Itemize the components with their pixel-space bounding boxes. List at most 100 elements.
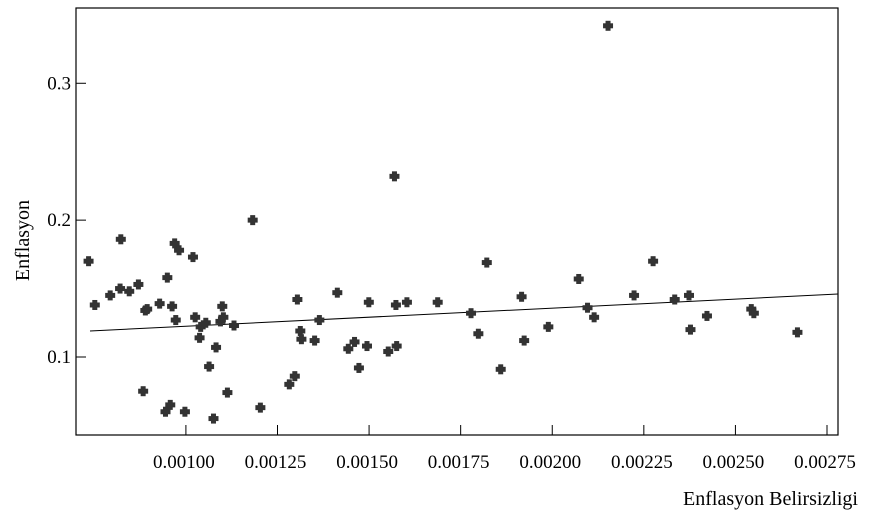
data-point-vbar bbox=[605, 20, 611, 31]
data-point bbox=[401, 297, 412, 308]
data-point-vbar bbox=[312, 335, 318, 346]
data-point-vbar bbox=[297, 325, 303, 336]
data-point-vbar bbox=[316, 315, 322, 326]
fit-line bbox=[89, 293, 839, 332]
data-point bbox=[167, 301, 178, 312]
data-point bbox=[284, 379, 295, 390]
data-point-vbar bbox=[140, 386, 146, 397]
axes bbox=[75, 7, 839, 436]
data-point bbox=[187, 252, 198, 263]
data-point-vbar bbox=[650, 256, 656, 267]
data-point bbox=[296, 334, 307, 345]
x-tick-label: 0.00250 bbox=[703, 452, 765, 473]
data-point-vbar bbox=[192, 312, 198, 323]
data-point bbox=[124, 286, 135, 297]
data-point bbox=[169, 238, 180, 249]
data-point-vbar bbox=[126, 286, 132, 297]
data-point-vbar bbox=[393, 299, 399, 310]
data-point-vbar bbox=[206, 361, 212, 372]
data-point-vbar bbox=[687, 324, 693, 335]
data-point-vbar bbox=[92, 299, 98, 310]
x-axis-title: Enflasyon Belirsizligi bbox=[683, 488, 858, 510]
data-point-vbar bbox=[167, 399, 173, 410]
data-point-vbar bbox=[686, 290, 692, 301]
data-point bbox=[105, 290, 116, 301]
data-point-vbar bbox=[334, 287, 340, 298]
data-point-vbar bbox=[704, 310, 710, 321]
data-point bbox=[200, 317, 211, 328]
data-point-vbar bbox=[190, 252, 196, 263]
data-point-vbar bbox=[751, 308, 757, 319]
data-point bbox=[211, 342, 222, 353]
data-point bbox=[353, 362, 364, 373]
data-point bbox=[133, 279, 144, 290]
data-point-vbar bbox=[519, 291, 525, 302]
data-point bbox=[519, 335, 530, 346]
data-point-vbar bbox=[591, 312, 597, 323]
data-point bbox=[589, 312, 600, 323]
x-tick-label: 0.00175 bbox=[428, 452, 490, 473]
data-point-vbar bbox=[169, 301, 175, 312]
data-point bbox=[543, 321, 554, 332]
data-point bbox=[603, 20, 614, 31]
data-point-vbar bbox=[217, 316, 223, 327]
data-point bbox=[160, 406, 171, 417]
data-point-vbar bbox=[794, 327, 800, 338]
x-tick-label: 0.00225 bbox=[611, 452, 673, 473]
x-tick-label: 0.00100 bbox=[153, 452, 215, 473]
data-point-vbar bbox=[144, 304, 150, 315]
data-point bbox=[748, 308, 759, 319]
data-point-vbar bbox=[219, 301, 225, 312]
data-point bbox=[466, 308, 477, 319]
data-point-vbar bbox=[394, 341, 400, 352]
data-point bbox=[247, 215, 258, 226]
data-point bbox=[582, 302, 593, 313]
data-point bbox=[217, 301, 228, 312]
data-point-vbar bbox=[672, 294, 678, 305]
data-point-vbar bbox=[294, 294, 300, 305]
data-point-vbar bbox=[585, 302, 591, 313]
data-point-vbar bbox=[220, 312, 226, 323]
data-point bbox=[361, 341, 372, 352]
data-point bbox=[204, 361, 215, 372]
data-point bbox=[473, 328, 484, 339]
data-point-vbar bbox=[468, 308, 474, 319]
data-point bbox=[573, 273, 584, 284]
data-point-vbar bbox=[352, 336, 358, 347]
data-point bbox=[89, 299, 100, 310]
data-point bbox=[190, 312, 201, 323]
data-point-vbar bbox=[475, 328, 481, 339]
data-point bbox=[208, 413, 219, 424]
data-point-vbar bbox=[117, 283, 123, 294]
data-point bbox=[332, 287, 343, 298]
tick-labels: 0.00100 0.00125 0.00150 0.00175 0.00200 0.002… bbox=[47, 73, 856, 473]
data-point bbox=[792, 327, 803, 338]
data-point-vbar bbox=[162, 406, 168, 417]
data-point-vbar bbox=[484, 257, 490, 268]
data-point bbox=[218, 312, 229, 323]
data-points bbox=[83, 20, 803, 424]
y-axis-title: Enflasyon bbox=[12, 200, 34, 281]
data-point bbox=[215, 316, 226, 327]
data-point-vbar bbox=[86, 256, 92, 267]
data-point-vbar bbox=[748, 304, 754, 315]
data-point bbox=[255, 402, 266, 413]
data-point bbox=[174, 245, 185, 256]
data-point-vbar bbox=[213, 342, 219, 353]
data-point bbox=[432, 297, 443, 308]
data-point bbox=[746, 304, 757, 315]
data-point-vbar bbox=[521, 335, 527, 346]
data-point bbox=[685, 324, 696, 335]
data-point bbox=[222, 387, 233, 398]
data-point-vbar bbox=[173, 315, 179, 326]
data-point bbox=[295, 325, 306, 336]
data-point-vbar bbox=[176, 245, 182, 256]
data-point-vbar bbox=[231, 320, 237, 331]
data-point-vbar bbox=[164, 272, 170, 283]
data-point bbox=[154, 298, 165, 309]
data-point bbox=[142, 304, 153, 315]
data-point-vbar bbox=[364, 341, 370, 352]
data-point-vbar bbox=[631, 290, 637, 301]
data-point bbox=[115, 283, 126, 294]
